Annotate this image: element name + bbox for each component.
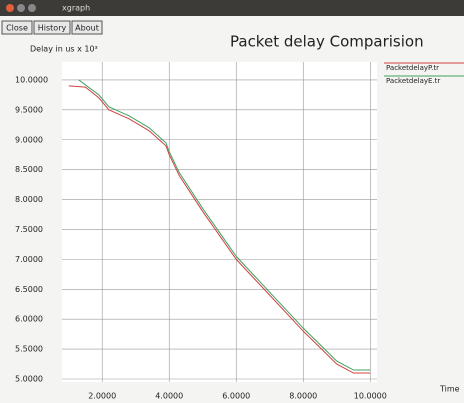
y-tick-label: 7.0000	[15, 255, 43, 264]
button-label[interactable]: About	[75, 24, 99, 33]
series-line	[68, 85, 371, 374]
y-tick-label: 9.5000	[15, 105, 43, 114]
y-tick-label: 10.0000	[15, 75, 48, 84]
min-dot[interactable]	[17, 4, 25, 12]
y-tick-label: 9.0000	[15, 135, 43, 144]
y-tick-label: 6.0000	[15, 315, 43, 324]
y-tick-label: 8.5000	[15, 165, 43, 174]
y-tick-label: 5.0000	[15, 375, 43, 384]
button[interactable]	[1, 20, 33, 35]
series-line	[78, 79, 371, 371]
button-label[interactable]: History	[38, 24, 67, 33]
x-tick-label: 4.0000	[155, 392, 183, 401]
chart-title: Packet delay Comparision	[230, 33, 424, 51]
window-title: xgraph	[62, 4, 90, 13]
close-dot[interactable]	[6, 4, 14, 12]
legend-label: PacketdelayP.tr	[386, 64, 439, 72]
y-axis-label: Delay in us x 10³	[30, 45, 98, 54]
button-label[interactable]: Close	[6, 24, 28, 33]
y-tick-label: 6.5000	[15, 285, 43, 294]
x-tick-label: 10.0000	[354, 392, 387, 401]
button[interactable]	[71, 20, 103, 35]
max-dot[interactable]	[28, 4, 36, 12]
button[interactable]	[33, 20, 71, 35]
x-tick-label: 2.0000	[88, 392, 116, 401]
y-tick-label: 8.0000	[15, 195, 43, 204]
plot-area	[62, 62, 377, 382]
x-tick-label: 6.0000	[222, 392, 250, 401]
title-bar	[0, 0, 464, 16]
y-tick-label: 5.5000	[15, 345, 43, 354]
x-tick-label: 8.0000	[289, 392, 317, 401]
x-axis-label: Time	[439, 385, 460, 394]
legend-label: PacketdelayE.tr	[386, 77, 440, 85]
y-tick-label: 7.5000	[15, 225, 43, 234]
